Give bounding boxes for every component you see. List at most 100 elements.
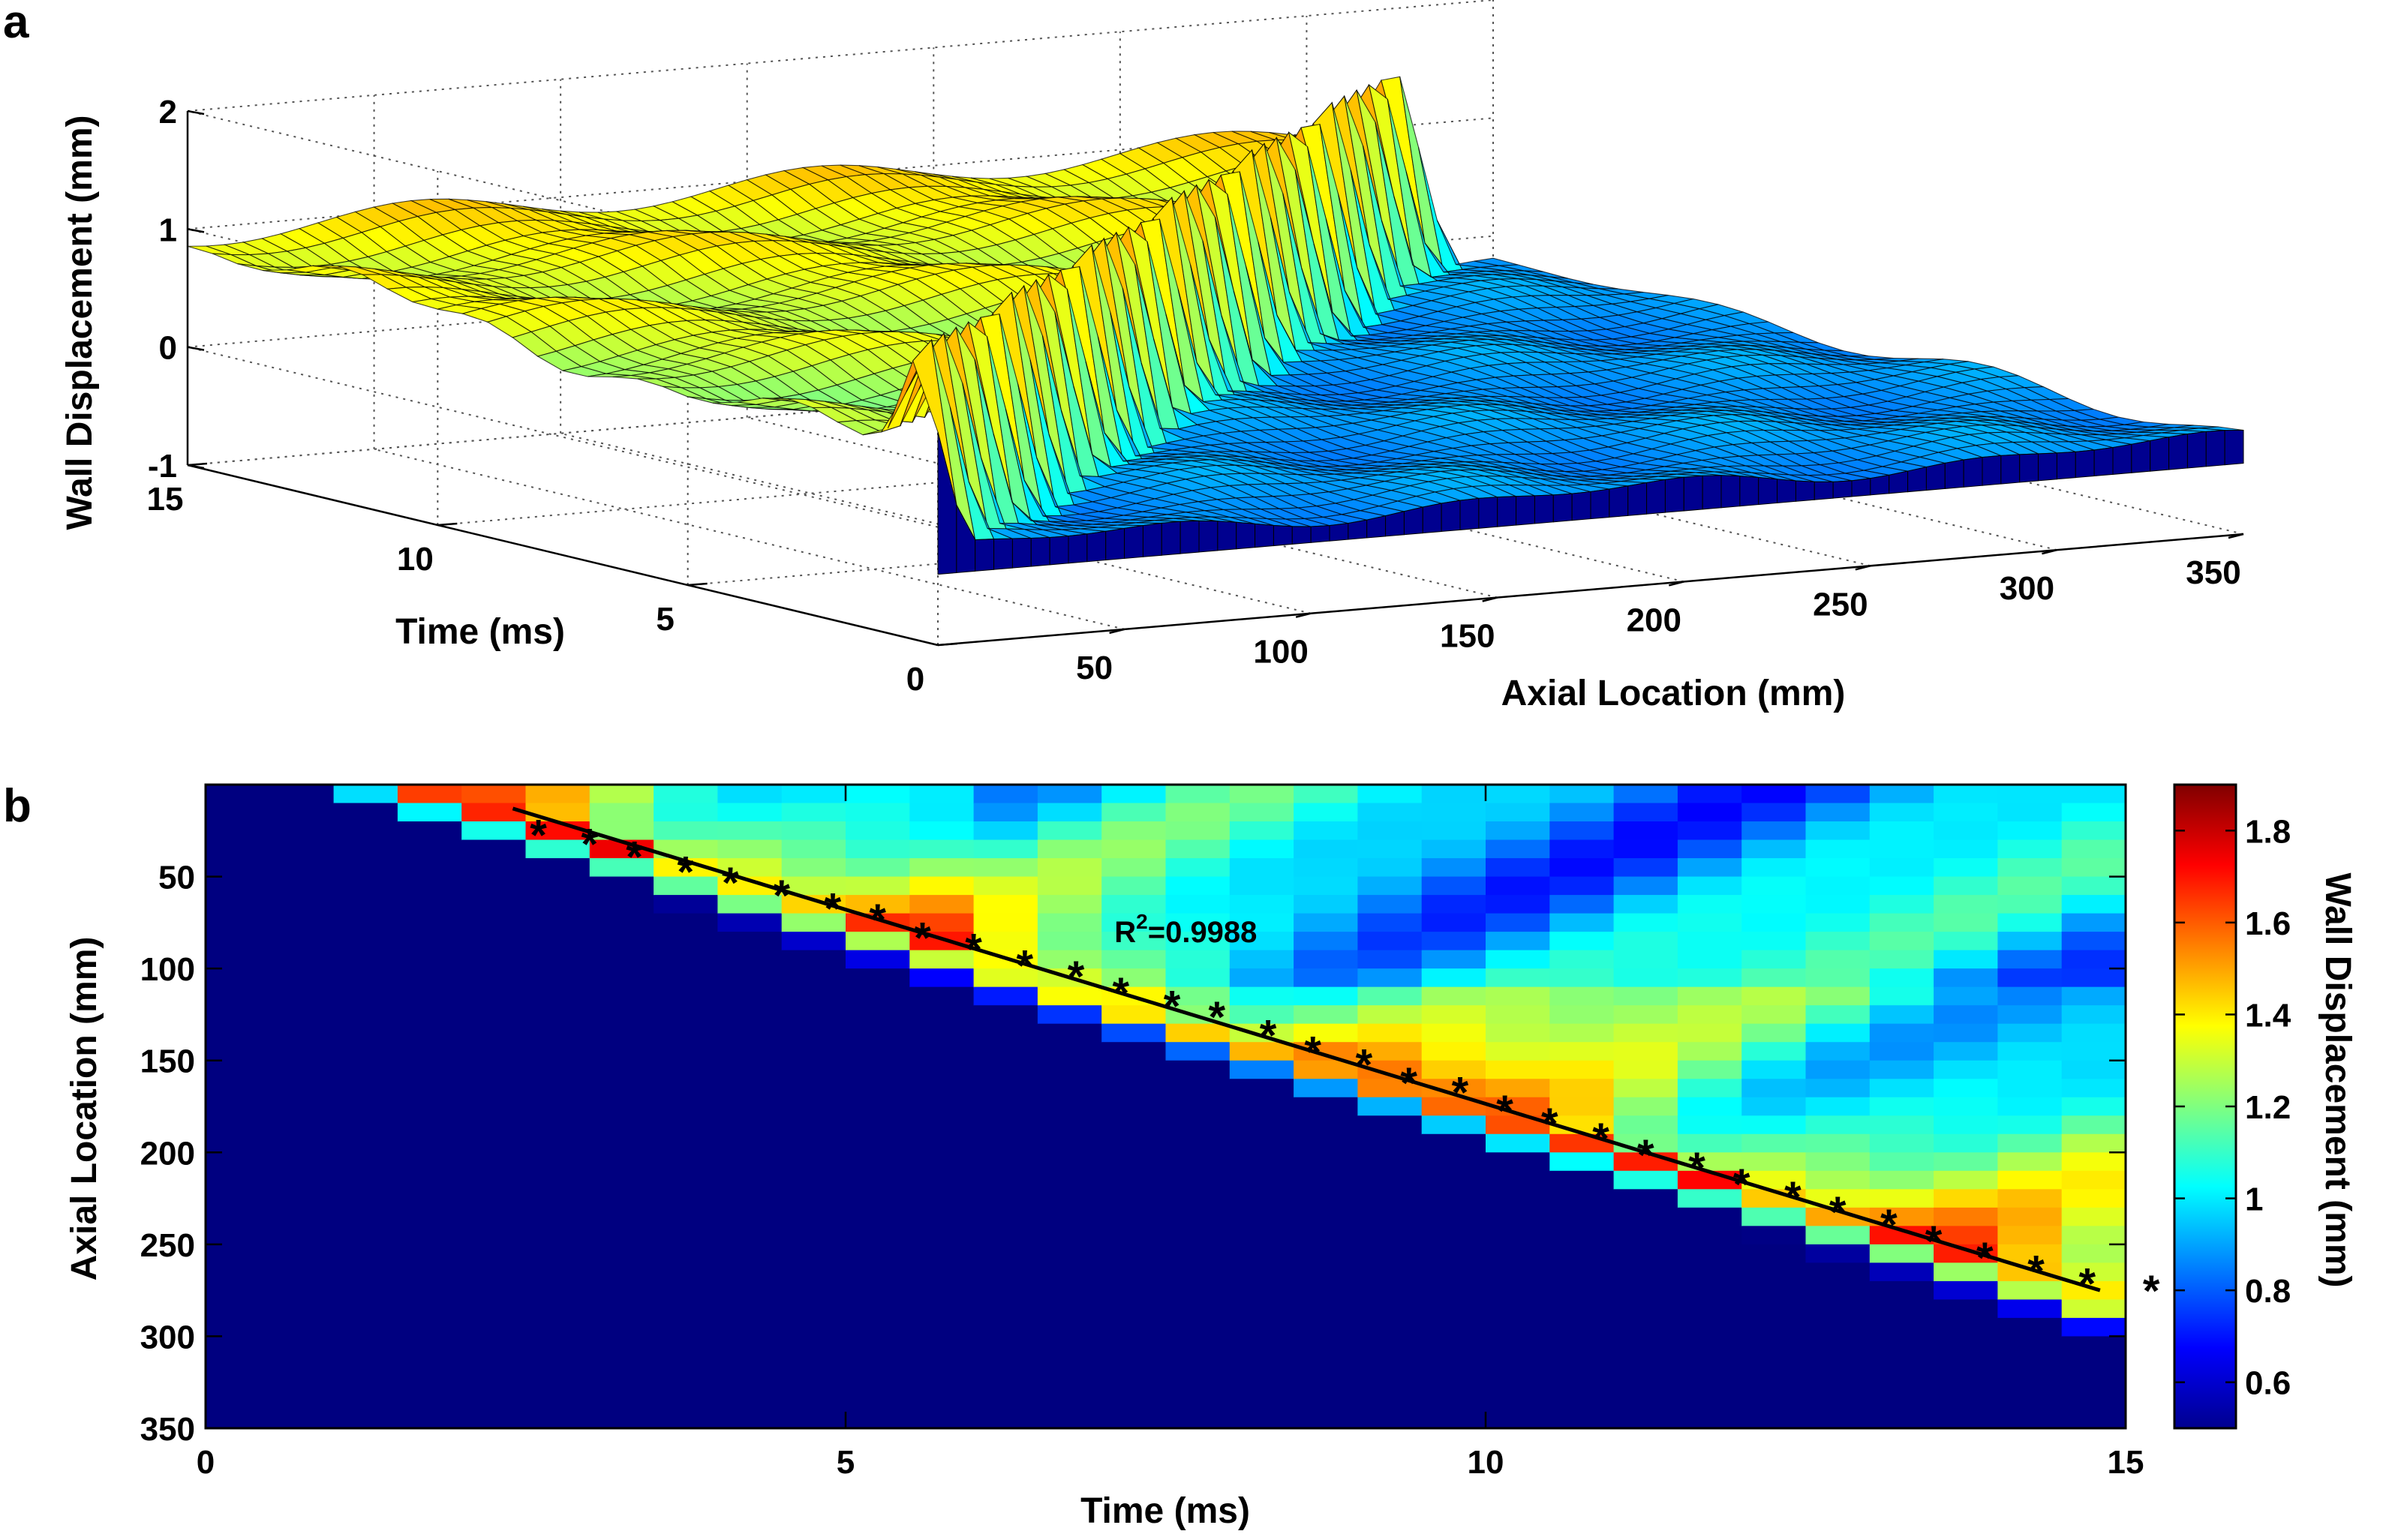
heatmap-cell	[525, 785, 590, 804]
surface-skirt	[1179, 520, 1200, 554]
surface-skirt	[1291, 526, 1312, 545]
heatmap-cell	[397, 986, 462, 1006]
heatmap-cell	[2061, 1060, 2126, 1080]
heatmap-cell	[1486, 1042, 1551, 1061]
heatmap-cell	[1741, 1079, 1807, 1098]
marker-point: *	[825, 884, 842, 933]
heatmap-cell	[589, 821, 654, 841]
marker-point: *	[869, 896, 886, 944]
heatmap-cell	[1165, 1152, 1231, 1172]
marker-point: *	[773, 872, 790, 920]
heatmap-cell	[909, 858, 975, 878]
heatmap-cell	[1421, 803, 1486, 822]
surface-skirt	[993, 538, 1013, 570]
heatmap-cell	[1997, 1280, 2063, 1301]
heatmap-cell	[1421, 876, 1486, 896]
heatmap-cell	[1101, 1060, 1167, 1080]
heatmap-cell	[1549, 1317, 1615, 1337]
heatmap-cell	[525, 1079, 590, 1098]
heatmap-cell	[1486, 1280, 1551, 1301]
heatmap-cell	[909, 1005, 975, 1025]
heatmap-cell	[1486, 1226, 1551, 1245]
heatmap-cell	[781, 1170, 846, 1190]
heatmap-cell	[1357, 986, 1423, 1006]
heatmap-cell	[1741, 913, 1807, 932]
heatmap-cell	[461, 1023, 527, 1043]
heatmap-cell	[1421, 1115, 1486, 1135]
heatmap-cell	[1869, 1391, 1934, 1411]
heatmap-cell	[1101, 1115, 1167, 1135]
heatmap-cell	[461, 858, 527, 878]
heatmap-cell	[397, 1170, 462, 1190]
heatmap-cell	[1357, 968, 1423, 988]
heatmap-cell	[1165, 1280, 1231, 1301]
heatmap-cell	[1934, 1170, 1999, 1190]
heatmap-cell	[333, 1133, 398, 1154]
heatmap-cell	[206, 1226, 271, 1245]
heatmap-cell	[781, 1115, 846, 1135]
heatmap-cell	[1294, 1079, 1359, 1098]
heatmap-cell	[1997, 986, 2063, 1006]
heatmap-cell	[973, 1005, 1038, 1025]
heatmap-cell	[1486, 821, 1551, 841]
heatmap-cell	[1805, 1042, 1871, 1061]
heatmap-cell	[206, 1005, 271, 1025]
heatmap-cell	[781, 1244, 846, 1264]
heatmap-cell	[654, 1373, 719, 1392]
heatmap-cell	[206, 839, 271, 859]
heatmap-cell	[1805, 895, 1871, 914]
heatmap-cell	[525, 1280, 590, 1301]
heatmap-cell	[1677, 1262, 1742, 1282]
heatmap-cell	[1101, 785, 1167, 804]
heatmap-cell	[1421, 913, 1486, 932]
heatmap-cell	[461, 1336, 527, 1355]
heatmap-cell	[846, 876, 911, 896]
panel-label-a: a	[3, 0, 29, 48]
surface-skirt	[1011, 538, 1032, 569]
heatmap-cell	[1869, 986, 1934, 1006]
heatmap-cell	[1934, 1244, 1999, 1264]
heatmap-cell	[333, 1244, 398, 1264]
heatmap-cell	[333, 1079, 398, 1098]
heatmap-cell	[1805, 839, 1871, 859]
heatmap-cell	[846, 1079, 911, 1098]
heatmap-cell	[397, 1262, 462, 1282]
heatmap-cell	[1357, 895, 1423, 914]
heatmap-cell	[461, 839, 527, 859]
surface-skirt	[1030, 536, 1050, 567]
heatmap-cell	[717, 1280, 783, 1301]
heatmap-cell	[1037, 986, 1102, 1006]
marker-point: *	[1356, 1041, 1373, 1090]
heatmap-cell	[717, 839, 783, 859]
heatmap-cell	[717, 1336, 783, 1355]
heatmap-cell	[1805, 1409, 1871, 1428]
heatmap-cell	[973, 858, 1038, 878]
heatmap-cell	[846, 1170, 911, 1190]
heatmap-cell	[1229, 986, 1294, 1006]
heatmap-cell	[1357, 876, 1423, 896]
heatmap-cell	[1229, 1189, 1294, 1208]
heatmap-cell	[1997, 876, 2063, 896]
heatmap-cell	[1613, 1317, 1678, 1337]
heatmap-cell	[525, 1097, 590, 1117]
heatmap-cell	[1677, 986, 1742, 1006]
heatmap-cell	[1101, 1170, 1167, 1190]
heatmap-cell	[269, 1005, 335, 1025]
heatmap-cell	[1549, 913, 1615, 932]
heatmap-cell	[461, 1280, 527, 1301]
heatmap-cell	[206, 785, 271, 804]
heatmap-cell	[1357, 932, 1423, 951]
surface-skirt	[1086, 530, 1107, 563]
heatmap-cell	[909, 1336, 975, 1355]
heatmap-cell	[589, 785, 654, 804]
heatmap-cell	[1229, 1170, 1294, 1190]
heatmap-cell	[781, 986, 846, 1006]
heatmap-cell	[397, 1317, 462, 1337]
x-tick: 350	[2186, 554, 2240, 591]
heatmap-cell	[1869, 1354, 1934, 1374]
heatmap-cell	[397, 1097, 462, 1117]
heatmap-cell	[1165, 1170, 1231, 1190]
heatmap-cell	[1101, 876, 1167, 896]
heatmap-cell	[1869, 1005, 1934, 1025]
heatmap-cell	[1357, 1170, 1423, 1190]
